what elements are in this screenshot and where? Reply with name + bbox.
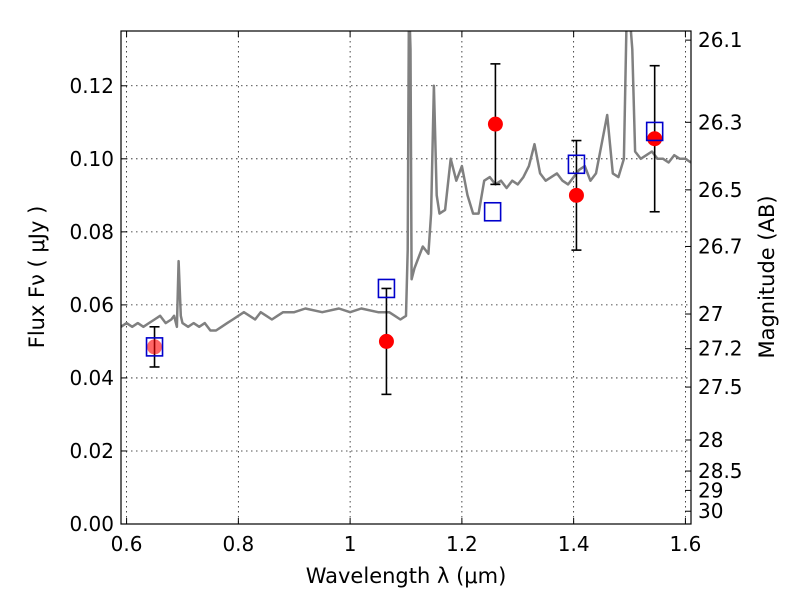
y-tick-label: 0.00 [69, 512, 114, 536]
y-tick-label: 0.04 [69, 366, 114, 390]
x-tick-label: 1.4 [558, 532, 590, 556]
x-tick-label: 1 [344, 532, 357, 556]
y2-axis-label: Magnitude (AB) [755, 195, 779, 358]
x-axis-label: Wavelength λ (μm) [306, 564, 507, 588]
y2-tick-label: 27.5 [698, 375, 743, 399]
observed-flux-point [487, 116, 503, 132]
observed-flux-point [147, 339, 163, 355]
x-tick-label: 1.6 [670, 532, 702, 556]
y-tick-label: 0.12 [69, 74, 114, 98]
y2-tick-label: 27 [698, 302, 723, 326]
y-tick-label: 0.06 [69, 293, 114, 317]
data-points [145, 116, 664, 357]
model-photometry-square [645, 121, 664, 142]
x-tick-label: 1.2 [446, 532, 478, 556]
model-photometry-square [483, 201, 502, 222]
x-tick-label: 0.6 [111, 532, 143, 556]
y2-tick-label: 26.5 [698, 178, 743, 202]
y2-tick-label: 26.3 [698, 110, 743, 134]
model-photometry-square [377, 278, 396, 299]
y2-tick-label: 30 [698, 499, 723, 523]
error-bars [149, 63, 660, 396]
y-tick-label: 0.08 [69, 220, 114, 244]
y2-tick-label: 29 [698, 478, 723, 502]
model-photometry-square [567, 154, 586, 175]
model-spectrum [121, 31, 691, 332]
model-photometry-square [145, 337, 164, 357]
y-tick-label: 0.10 [69, 147, 114, 171]
y2-tick-label: 28 [698, 428, 723, 452]
y2-tick-label: 27.2 [698, 337, 743, 361]
y-axis-label: Flux Fν ( μJy ) [25, 206, 49, 349]
y2-tick-label: 26.1 [698, 28, 743, 52]
y-tick-label: 0.02 [69, 439, 114, 463]
observed-flux-point [647, 131, 663, 147]
y2-tick-label: 26.7 [698, 234, 743, 258]
plot-frame [120, 30, 692, 525]
grid-layer [121, 31, 691, 524]
axis-ticks: 0.6 0.8 1 1.2 1.4 1.6 0.00 0.02 0.04 0.06 0.08 0.10… [69, 28, 742, 556]
observed-flux-point [568, 187, 584, 203]
model-spectrum-line [121, 31, 691, 332]
x-tick-label: 0.8 [222, 532, 254, 556]
observed-flux-point [378, 333, 394, 349]
y2-tick-label: 28.5 [698, 459, 743, 483]
